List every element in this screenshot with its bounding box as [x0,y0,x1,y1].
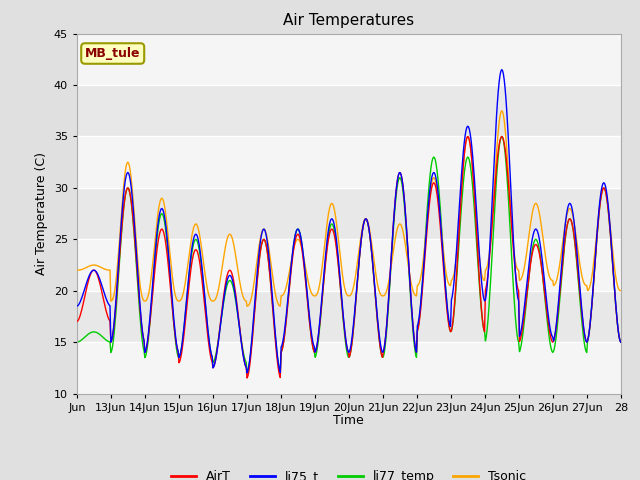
Text: MB_tule: MB_tule [85,47,140,60]
Y-axis label: Air Temperature (C): Air Temperature (C) [35,152,48,275]
X-axis label: Time: Time [333,414,364,427]
Title: Air Temperatures: Air Temperatures [284,13,414,28]
Bar [77,240,621,291]
Bar [77,34,621,85]
Bar [77,342,621,394]
Bar [77,136,621,188]
Legend: AirT, li75_t, li77_temp, Tsonic: AirT, li75_t, li77_temp, Tsonic [166,465,531,480]
